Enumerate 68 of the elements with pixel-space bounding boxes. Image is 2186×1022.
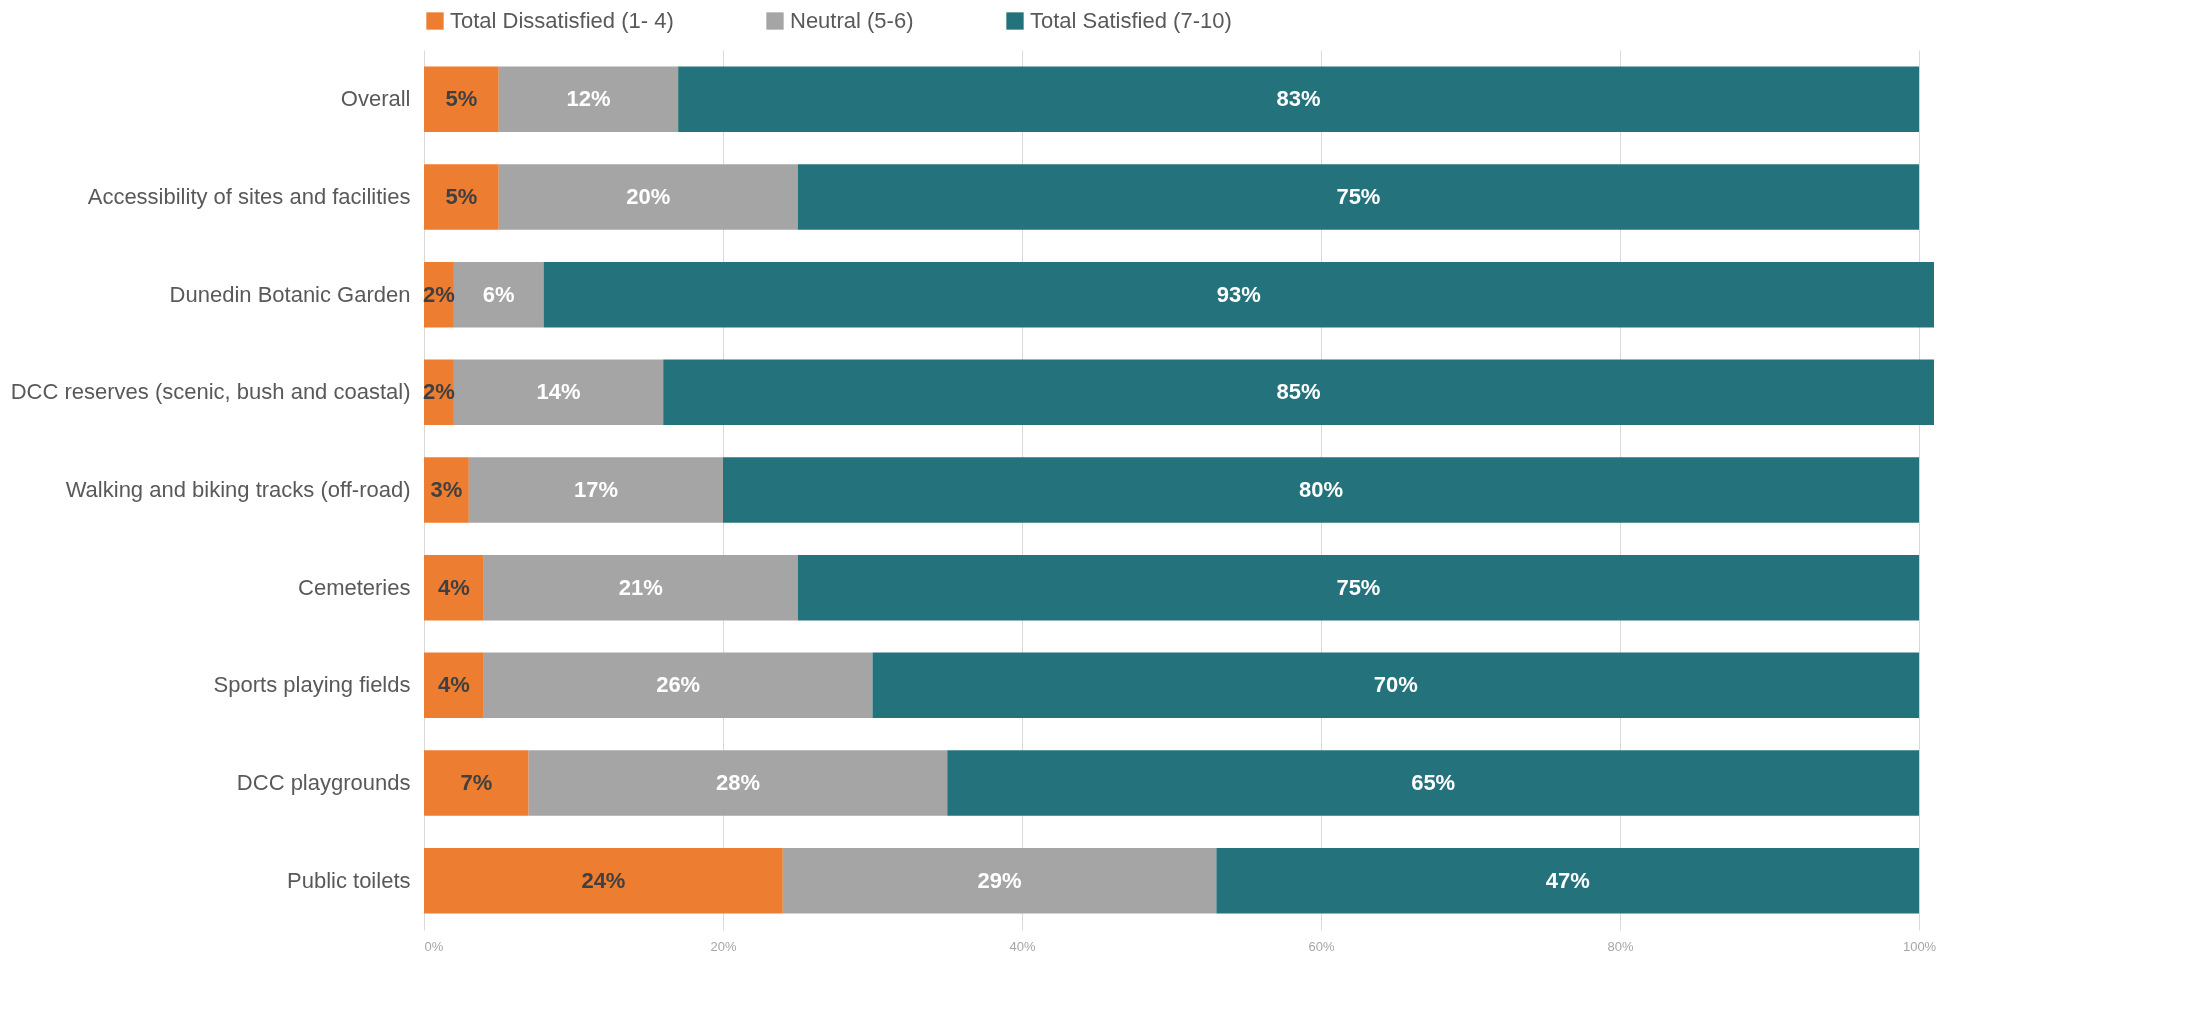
bar bbox=[723, 457, 1920, 523]
bar bbox=[468, 457, 724, 523]
data-label: 29% bbox=[977, 867, 1022, 893]
bar bbox=[498, 66, 679, 133]
data-label: 75% bbox=[1336, 183, 1381, 209]
data-label: 5% bbox=[445, 183, 478, 209]
x-tick-label: 40% bbox=[1009, 938, 1036, 954]
data-label: 75% bbox=[1336, 574, 1381, 600]
x-tick-label: 0% bbox=[424, 938, 444, 954]
y-tick-label: Cemeteries bbox=[298, 574, 411, 600]
data-label: 24% bbox=[581, 867, 626, 893]
bar bbox=[782, 847, 1217, 914]
y-tick-label: DCC playgrounds bbox=[236, 770, 411, 796]
bar bbox=[872, 652, 1920, 719]
y-tick-label: Sports playing fields bbox=[213, 672, 411, 698]
data-label: 12% bbox=[566, 86, 611, 112]
bar bbox=[483, 554, 798, 621]
data-label: 83% bbox=[1276, 86, 1321, 112]
data-label: 93% bbox=[1216, 281, 1261, 307]
bar bbox=[424, 66, 499, 133]
data-label: 6% bbox=[482, 281, 515, 307]
bar bbox=[797, 164, 1920, 230]
y-tick-label: Walking and biking tracks (off-road) bbox=[65, 477, 411, 502]
data-label: 80% bbox=[1299, 477, 1344, 502]
bar bbox=[483, 652, 873, 719]
y-tick-label: Dunedin Botanic Garden bbox=[169, 281, 411, 307]
data-label: 85% bbox=[1276, 379, 1321, 405]
x-tick-label: 20% bbox=[710, 938, 737, 954]
x-tick-label: 80% bbox=[1607, 938, 1634, 954]
data-label: 70% bbox=[1373, 672, 1418, 698]
data-label: 3% bbox=[430, 477, 463, 502]
legend-label: Neutral (5-6) bbox=[790, 8, 914, 33]
x-tick-label: 100% bbox=[1902, 938, 1937, 954]
data-label: 5% bbox=[445, 86, 478, 112]
bar bbox=[453, 359, 664, 426]
data-label: 20% bbox=[626, 183, 671, 209]
bar bbox=[947, 750, 1920, 816]
data-label: 14% bbox=[536, 379, 581, 405]
legend-label: Total Dissatisfied (1- 4) bbox=[450, 8, 674, 33]
bar bbox=[424, 164, 499, 230]
data-label: 47% bbox=[1545, 867, 1590, 893]
bar bbox=[424, 554, 484, 621]
data-label: 65% bbox=[1411, 770, 1456, 796]
data-label: 4% bbox=[438, 672, 470, 698]
y-tick-label: Public toilets bbox=[286, 867, 411, 893]
bar bbox=[498, 164, 798, 230]
data-label: 7% bbox=[460, 770, 493, 796]
y-tick-label: Overall bbox=[340, 86, 411, 112]
bar bbox=[663, 359, 1934, 426]
data-label: 28% bbox=[715, 770, 760, 796]
bar bbox=[543, 261, 1934, 328]
data-label: 17% bbox=[573, 477, 618, 502]
bar bbox=[1216, 847, 1920, 914]
data-label: 4% bbox=[438, 574, 470, 600]
bar bbox=[797, 554, 1920, 621]
bar bbox=[678, 66, 1920, 133]
x-tick-label: 60% bbox=[1308, 938, 1335, 954]
y-tick-label: Accessibility of sites and facilities bbox=[87, 183, 411, 209]
bar bbox=[453, 261, 544, 328]
data-label: 21% bbox=[618, 574, 663, 600]
bar bbox=[424, 457, 469, 523]
bar bbox=[424, 750, 529, 816]
bar bbox=[528, 750, 948, 816]
bar bbox=[424, 652, 484, 719]
y-tick-label: DCC reserves (scenic, bush and coastal) bbox=[10, 379, 411, 405]
data-label: 26% bbox=[656, 672, 701, 698]
legend-label: Total Satisfied (7-10) bbox=[1030, 8, 1232, 33]
bar bbox=[424, 847, 783, 914]
